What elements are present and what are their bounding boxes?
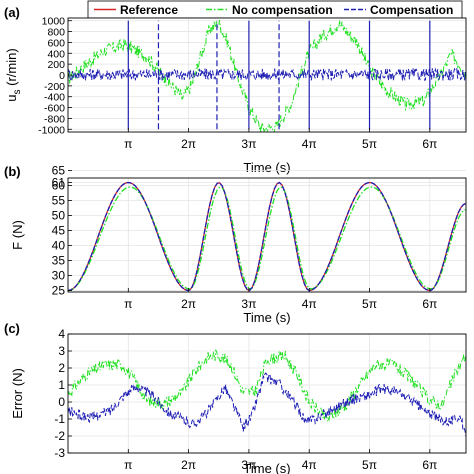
x-tick-label: 3π <box>241 137 256 151</box>
x-tick-label: 6π <box>422 137 437 151</box>
y-tick-label: 55 <box>52 194 66 208</box>
y-tick-label: -800 <box>44 113 65 125</box>
x-tick-label: 6π <box>422 458 437 472</box>
y-tick-label: 2 <box>58 361 65 375</box>
y-axis-label: F (N) <box>10 220 25 250</box>
series-layer <box>68 181 466 292</box>
panel-label: (b) <box>4 164 21 179</box>
panel-c: π 2π 3π 4π 5π 6π -3 -2 -1 0 1 2 3 4 Time (s) Error (N) (… <box>4 321 467 474</box>
series-line-no-compensation <box>68 186 466 292</box>
legend-label: Compensation <box>370 3 453 17</box>
y-tick-label: -200 <box>44 81 65 93</box>
y-tick-label: 3 <box>58 344 65 358</box>
plot-area <box>68 334 466 453</box>
x-tick-label: 5π <box>362 458 377 472</box>
y-tick-label: 25 <box>52 284 66 298</box>
y-tick-label: 800 <box>47 27 65 39</box>
y-tick-label: -2 <box>54 429 65 443</box>
y-tick-label: 4 <box>58 327 65 341</box>
legend-label: Reference <box>120 3 178 17</box>
y-tick-label: 0 <box>59 70 65 82</box>
y-tick-label: 35 <box>52 254 66 268</box>
y-axis-label-main: u <box>4 94 19 101</box>
x-tick-label: 2π <box>181 297 196 311</box>
x-axis-label: Time (s) <box>243 310 290 325</box>
x-tick-label: π <box>124 137 132 151</box>
series-line-no-compensation <box>68 20 466 132</box>
y-tick-label: 61 <box>52 176 66 190</box>
series-line-no-compensation <box>68 349 466 422</box>
plot-frame <box>67 333 467 454</box>
x-axis-label: Time (s) <box>243 461 290 474</box>
x-tick-label: 3π <box>241 458 256 472</box>
panel-a: π 2π 3π 4π 5π 6π-1000-800-600-400-20002004006… <box>4 5 467 175</box>
x-tick-label: 5π <box>362 137 377 151</box>
y-tick-label: 40 <box>52 239 66 253</box>
y-axis-label-sub: s <box>12 89 23 94</box>
y-axis-label: Error (N) <box>10 368 25 419</box>
series-line-compensation <box>68 181 466 292</box>
y-tick-label: 200 <box>47 59 65 71</box>
x-tick-label: 4π <box>302 137 317 151</box>
series-layer <box>68 20 466 132</box>
y-tick-label: -400 <box>44 92 65 104</box>
y-tick-label: 600 <box>47 37 65 49</box>
y-tick-label: 1000 <box>42 16 66 28</box>
y-tick-label: 60 <box>52 179 66 193</box>
y-tick-label: 50 <box>52 209 66 223</box>
x-tick-label: 4π <box>302 458 317 472</box>
y-tick-label: -1 <box>54 412 65 426</box>
x-tick-label: 2π <box>181 458 196 472</box>
y-tick-label: 1 <box>58 378 65 392</box>
y-tick-label: 65 <box>52 164 66 178</box>
x-tick-label: 3π <box>241 297 256 311</box>
x-tick-label: 4π <box>302 297 317 311</box>
y-tick-label: 30 <box>52 269 66 283</box>
y-axis-label: us (r/min) <box>4 48 23 101</box>
plot-area <box>68 178 466 292</box>
series-line-compensation <box>68 372 466 437</box>
x-tick-label: π <box>124 297 132 311</box>
y-tick-label: 400 <box>47 48 65 60</box>
legend: Reference No compensation Compensation <box>87 0 463 19</box>
x-axis-label: Time (s) <box>243 160 290 175</box>
series-line-compensation <box>68 67 466 82</box>
series-layer <box>68 349 466 437</box>
y-tick-label: -600 <box>44 103 65 115</box>
x-tick-label: π <box>124 458 132 472</box>
x-tick-label: 2π <box>181 137 196 151</box>
plot-frame <box>67 177 467 293</box>
y-tick-label: -3 <box>54 446 65 460</box>
y-tick-label: 45 <box>52 224 66 238</box>
y-tick-label: 0 <box>58 395 65 409</box>
x-tick-label: 5π <box>362 297 377 311</box>
legend-label: No compensation <box>232 3 333 17</box>
y-tick-label: -1000 <box>38 124 65 136</box>
panel-label: (c) <box>4 321 20 336</box>
panel-label: (a) <box>4 5 20 20</box>
x-tick-label: 6π <box>422 297 437 311</box>
y-axis-label-unit: (r/min) <box>4 48 19 89</box>
